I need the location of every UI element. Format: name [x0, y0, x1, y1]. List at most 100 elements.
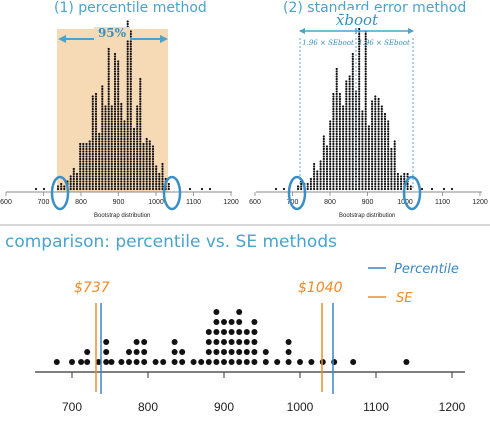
bootstrap-dot [361, 130, 364, 133]
bootstrap-dot [358, 140, 361, 143]
bootstrap-dot [145, 180, 148, 183]
bootstrap-dot [374, 97, 377, 101]
dot-point [221, 319, 227, 325]
bootstrap-dot [136, 155, 139, 158]
bootstrap-dot [364, 172, 367, 176]
bootstrap-dot [296, 185, 300, 188]
bootstrap-dot [129, 187, 132, 191]
bootstrap-dot [358, 47, 361, 51]
bootstrap-dot [364, 95, 367, 98]
bootstrap-dot [342, 142, 345, 146]
bootstrap-dot [120, 120, 123, 123]
legend-se-label: SE [396, 291, 413, 306]
bootstrap-dot [332, 187, 335, 191]
bootstrap-dot [354, 127, 358, 131]
bootstrap-dot [335, 145, 338, 148]
bootstrap-dot [361, 185, 364, 188]
bootstrap-dot [94, 105, 98, 108]
bootstrap-dot [377, 170, 380, 173]
bootstrap-dot [85, 170, 88, 173]
bootstrap-dot [104, 140, 107, 143]
bootstrap-dot [113, 127, 117, 131]
bootstrap-dot [136, 120, 139, 123]
bootstrap-dot [377, 145, 380, 148]
dot-point [118, 359, 125, 365]
bootstrap-dot [348, 132, 351, 136]
bootstrap-dot [126, 87, 129, 91]
bootstrap-dot [145, 165, 148, 168]
bootstrap-dot [377, 180, 380, 183]
bootstrap-dot [117, 145, 120, 148]
bootstrap-dot [110, 115, 113, 118]
dot-point [78, 359, 85, 365]
bootstrap-dot [113, 142, 117, 146]
bootstrap-dot [101, 167, 104, 171]
bootstrap-dot [371, 160, 374, 163]
bootstrap-dot [113, 187, 117, 191]
bootstrap-dot [338, 140, 341, 143]
bootstrap-dot [380, 162, 383, 166]
bootstrap-dot [139, 135, 142, 138]
bootstrap-dot [129, 40, 132, 43]
bootstrap-dot [325, 182, 329, 186]
bootstrap-dot [367, 170, 370, 173]
bootstrap-dot [107, 162, 110, 166]
bootstrap-dot [101, 125, 104, 128]
bootstrap-dot [351, 155, 354, 158]
bootstrap-dot [107, 67, 110, 71]
bootstrap-dot [342, 132, 345, 136]
bootstrap-dot [113, 115, 117, 118]
bootstrap-dot [126, 152, 129, 156]
dot-point [133, 359, 140, 365]
bootstrap-dot [364, 187, 367, 191]
bootstrap-dot [374, 140, 377, 143]
tick-label: 900 [214, 400, 234, 414]
dot-point [213, 359, 220, 365]
bootstrap-dot [338, 120, 341, 123]
bootstrap-dot [113, 185, 117, 188]
bootstrap-dot [42, 187, 46, 191]
bootstrap-dot [342, 130, 345, 133]
dot-point [205, 329, 212, 335]
bootstrap-dot [129, 75, 132, 78]
bootstrap-dot [101, 135, 104, 138]
bootstrap-dot [345, 120, 348, 123]
bootstrap-dot [338, 130, 341, 133]
bootstrap-dot [332, 145, 335, 148]
bootstrap-dot [85, 185, 88, 188]
bootstrap-dot [387, 145, 390, 148]
bootstrap-dot [371, 185, 374, 188]
bootstrap-dot [319, 187, 322, 191]
bootstrap-dot [110, 120, 113, 123]
bootstrap-dot [142, 142, 145, 146]
bootstrap-dot [354, 147, 358, 151]
bootstrap-dot [120, 110, 123, 113]
bootstrap-dot [390, 187, 393, 191]
bootstrap-dot [82, 177, 85, 181]
bootstrap-dot [367, 165, 370, 168]
bootstrap-dot [139, 82, 142, 86]
bootstrap-dot [335, 97, 338, 101]
bootstrap-dot [364, 62, 367, 66]
bootstrap-dot [110, 122, 113, 126]
bootstrap-dot [75, 175, 79, 178]
bootstrap-dot [358, 165, 361, 168]
bootstrap-dot [332, 147, 335, 151]
bootstrap-dot [380, 160, 383, 163]
bootstrap-dot [364, 87, 367, 91]
bootstrap-dot [345, 142, 348, 146]
bootstrap-dot [82, 160, 85, 163]
dot-point [171, 349, 178, 355]
dot-point [236, 329, 243, 335]
bootstrap-dot [342, 182, 345, 186]
bootstrap-dot [117, 105, 120, 108]
bootstrap-dot [338, 125, 341, 128]
bootstrap-dot [367, 155, 370, 158]
bootstrap-dot [120, 130, 123, 133]
bootstrap-dot [110, 162, 113, 166]
bootstrap-dot [393, 167, 396, 171]
bootstrap-dot [132, 160, 136, 163]
dot-point [103, 339, 110, 345]
bootstrap-dot [113, 90, 117, 93]
tick-label: 900 [113, 199, 125, 206]
